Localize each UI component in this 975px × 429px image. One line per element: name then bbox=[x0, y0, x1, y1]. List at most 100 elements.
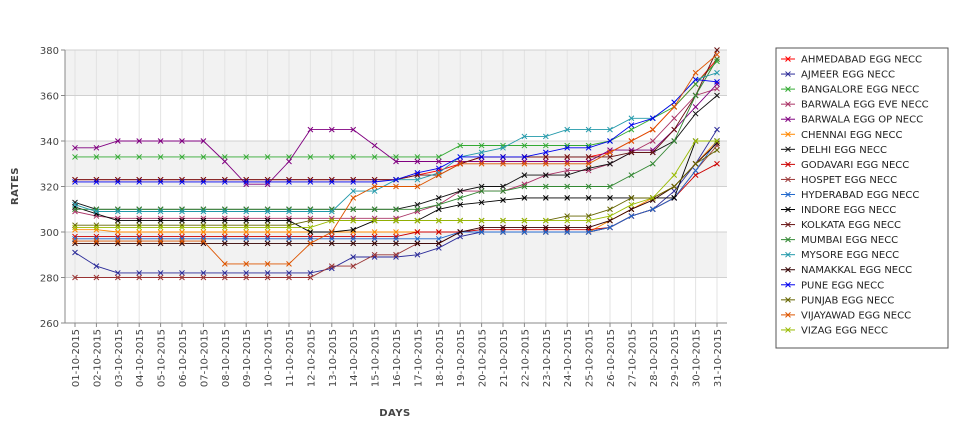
data-point-marker bbox=[286, 235, 292, 242]
data-point-marker bbox=[72, 224, 78, 231]
x-tick-label: 12-10-2015 bbox=[306, 329, 317, 387]
x-tick-label: 04-10-2015 bbox=[135, 329, 146, 387]
data-point-marker bbox=[521, 133, 528, 140]
data-point-marker bbox=[72, 222, 78, 229]
data-point-marker bbox=[179, 238, 185, 244]
data-point-marker bbox=[628, 126, 635, 133]
legend-label: AJMEER EGG NECC bbox=[801, 70, 895, 81]
data-point-marker bbox=[328, 263, 335, 269]
data-point-marker bbox=[72, 235, 78, 242]
data-point-marker bbox=[200, 208, 207, 215]
data-point-marker bbox=[221, 215, 228, 222]
data-point-marker bbox=[157, 274, 164, 281]
data-point-marker bbox=[243, 240, 250, 247]
data-point-marker bbox=[521, 181, 528, 188]
legend-label: AHMEDABAD EGG NECC bbox=[801, 55, 922, 66]
data-point-marker bbox=[457, 233, 464, 240]
data-point-marker bbox=[607, 154, 613, 160]
data-point-marker bbox=[350, 233, 357, 240]
data-point-marker bbox=[286, 217, 292, 224]
legend-label: HYDERABAD EGG NECC bbox=[801, 190, 919, 201]
data-point-marker bbox=[714, 81, 720, 87]
legend-item: GODAVARI EGG NECC bbox=[781, 160, 909, 171]
data-point-marker bbox=[478, 229, 485, 235]
data-point-marker bbox=[435, 165, 442, 172]
data-point-marker bbox=[628, 195, 635, 201]
data-point-marker bbox=[500, 224, 506, 231]
legend-label: VIZAG EGG NECC bbox=[801, 325, 888, 336]
data-point-marker bbox=[114, 240, 121, 247]
data-point-marker bbox=[221, 270, 228, 276]
x-tick-label: 03-10-2015 bbox=[114, 329, 125, 387]
data-point-marker bbox=[435, 154, 442, 160]
legend-swatch-marker bbox=[785, 296, 791, 303]
data-point-marker bbox=[72, 176, 78, 183]
x-tick-label: 30-10-2015 bbox=[692, 329, 703, 387]
data-point-marker bbox=[457, 201, 464, 208]
y-tick-label: 360 bbox=[40, 92, 59, 103]
data-point-marker bbox=[435, 217, 442, 224]
data-point-marker bbox=[393, 254, 399, 260]
data-point-marker bbox=[93, 176, 100, 183]
data-point-marker bbox=[350, 263, 357, 269]
data-point-marker bbox=[692, 76, 699, 83]
data-point-marker bbox=[114, 224, 121, 231]
data-point-marker bbox=[136, 274, 143, 281]
data-point-marker bbox=[307, 215, 314, 222]
data-point-marker bbox=[435, 235, 442, 242]
data-point-marker bbox=[114, 217, 121, 224]
data-point-marker bbox=[393, 240, 399, 247]
data-point-marker bbox=[542, 224, 549, 231]
data-point-marker bbox=[393, 176, 399, 183]
x-tick-label: 29-10-2015 bbox=[670, 329, 681, 387]
legend-item: HOSPET EGG NECC bbox=[781, 175, 897, 186]
legend-item: VIJAYAWAD EGG NECC bbox=[781, 310, 911, 321]
data-point-marker bbox=[114, 233, 121, 240]
data-point-marker bbox=[93, 208, 100, 215]
data-point-marker bbox=[328, 217, 335, 224]
data-point-marker bbox=[200, 238, 207, 244]
data-point-marker bbox=[264, 217, 271, 224]
data-point-marker bbox=[607, 206, 613, 213]
data-point-marker bbox=[649, 160, 656, 167]
data-point-marker bbox=[628, 149, 635, 156]
data-point-marker bbox=[371, 235, 378, 242]
data-point-marker bbox=[264, 181, 271, 188]
data-point-marker bbox=[585, 126, 592, 133]
data-point-marker bbox=[307, 126, 314, 133]
data-point-marker bbox=[564, 144, 571, 151]
x-axis-ticks: 01-10-2015 02-10-2015 03-10-2015 04-10-2015… bbox=[71, 323, 724, 387]
data-point-marker bbox=[93, 154, 100, 160]
data-point-marker bbox=[221, 179, 228, 185]
x-tick-label: 09-10-2015 bbox=[242, 329, 253, 387]
data-point-marker bbox=[179, 233, 185, 240]
data-point-marker bbox=[157, 240, 164, 247]
data-point-marker bbox=[243, 229, 250, 235]
data-point-marker bbox=[435, 158, 442, 165]
y-tick-label: 280 bbox=[40, 274, 59, 285]
data-point-marker bbox=[542, 217, 549, 224]
data-point-marker bbox=[500, 144, 506, 151]
data-point-marker bbox=[72, 206, 78, 213]
data-point-marker bbox=[179, 154, 185, 160]
data-point-marker bbox=[157, 217, 164, 224]
legend-item: AHMEDABAD EGG NECC bbox=[781, 55, 922, 66]
data-point-marker bbox=[714, 160, 720, 167]
data-point-marker bbox=[200, 215, 207, 222]
data-point-marker bbox=[136, 229, 143, 235]
data-point-marker bbox=[72, 226, 78, 233]
data-point-marker bbox=[307, 240, 314, 247]
legend-swatch-marker bbox=[785, 116, 791, 123]
data-point-marker bbox=[243, 206, 250, 213]
data-point-marker bbox=[457, 142, 464, 149]
data-point-marker bbox=[414, 158, 421, 165]
legend-item: MYSORE EGG NECC bbox=[781, 250, 899, 261]
data-point-marker bbox=[692, 69, 699, 76]
data-point-marker bbox=[243, 208, 250, 215]
data-point-marker bbox=[136, 270, 143, 276]
data-point-marker bbox=[371, 142, 378, 149]
data-point-marker bbox=[350, 215, 357, 222]
data-point-marker bbox=[221, 176, 228, 183]
x-tick-label: 11-10-2015 bbox=[285, 329, 296, 387]
data-point-marker bbox=[286, 208, 292, 215]
